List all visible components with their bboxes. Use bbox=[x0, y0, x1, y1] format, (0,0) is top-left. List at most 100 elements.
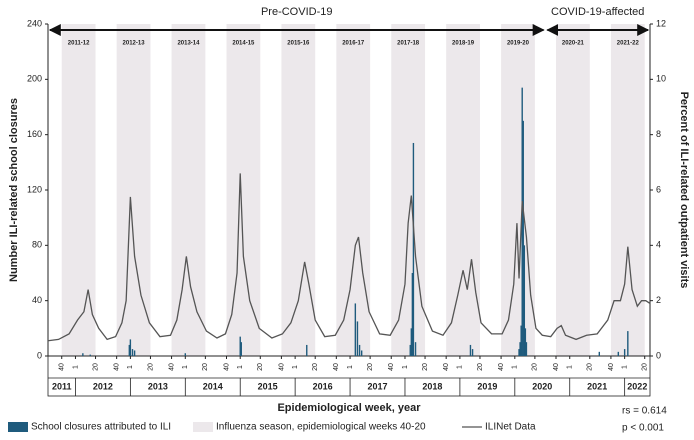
season-label: 2014-15 bbox=[232, 41, 255, 47]
bar bbox=[131, 349, 134, 356]
x-tick-label: 40 bbox=[278, 363, 285, 371]
y2-tick-label: 4 bbox=[656, 240, 661, 250]
x-tick-label: 20 bbox=[312, 363, 319, 371]
season-band bbox=[501, 24, 535, 356]
x-tick-label: 20 bbox=[367, 363, 374, 371]
x-tick-label: 1 bbox=[621, 365, 628, 369]
x-tick-label: 40 bbox=[443, 363, 450, 371]
x-tick-label: 20 bbox=[92, 363, 99, 371]
bar bbox=[525, 342, 528, 356]
x-tick-label: 1 bbox=[127, 365, 134, 369]
y-tick-label: 80 bbox=[32, 240, 42, 250]
x-axis-label: Epidemiological week, year bbox=[277, 402, 421, 414]
x-tick-label: 20 bbox=[587, 363, 594, 371]
bar bbox=[129, 339, 132, 356]
bar bbox=[623, 349, 626, 356]
season-label: 2018-19 bbox=[452, 41, 475, 47]
bar bbox=[617, 351, 620, 356]
season-label: 2015-16 bbox=[287, 41, 310, 47]
bar bbox=[411, 273, 414, 356]
season-label: 2016-17 bbox=[342, 41, 365, 47]
y-tick-label: 120 bbox=[27, 184, 42, 194]
bar bbox=[128, 344, 131, 356]
bar bbox=[627, 331, 629, 356]
bar bbox=[520, 325, 522, 356]
bar bbox=[519, 342, 521, 356]
y2-tick-label: 8 bbox=[656, 129, 661, 139]
bar bbox=[356, 321, 359, 356]
bar bbox=[410, 328, 413, 356]
y2-tick-label: 12 bbox=[656, 18, 666, 28]
bar bbox=[412, 142, 415, 356]
season-band bbox=[281, 24, 316, 356]
x-tick-label: 40 bbox=[608, 363, 615, 371]
x-tick-label: 40 bbox=[168, 363, 175, 371]
x-tick-label: 40 bbox=[388, 363, 395, 371]
period-label: Pre-COVID-19 bbox=[261, 6, 333, 18]
bar bbox=[133, 350, 136, 356]
line bbox=[47, 173, 651, 342]
year-label: 2018 bbox=[422, 381, 442, 391]
x-tick-label: 1 bbox=[72, 365, 79, 369]
bar bbox=[82, 353, 84, 356]
y-tick-label: 40 bbox=[32, 295, 42, 305]
x-tick-label: 20 bbox=[257, 363, 264, 371]
bar bbox=[360, 350, 363, 356]
season-band bbox=[446, 24, 480, 356]
year-label: 2019 bbox=[477, 381, 497, 391]
bar bbox=[354, 303, 357, 356]
y2-tick-label: 10 bbox=[656, 74, 666, 84]
bar bbox=[184, 353, 186, 356]
bar bbox=[240, 342, 242, 356]
bar bbox=[239, 336, 241, 356]
season-label: 2021-22 bbox=[617, 41, 640, 47]
season-band bbox=[336, 24, 371, 356]
y-axis-label: Number ILI-related school closures bbox=[8, 98, 20, 282]
season-label: 2019-20 bbox=[507, 41, 530, 47]
year-label: 2020 bbox=[532, 381, 552, 391]
annotation: p < 0.001 bbox=[622, 423, 664, 434]
bar bbox=[358, 344, 361, 356]
season-band bbox=[171, 24, 206, 356]
bar bbox=[414, 342, 417, 356]
bar bbox=[409, 344, 411, 356]
season-band bbox=[226, 24, 261, 356]
bar bbox=[598, 351, 601, 356]
year-label: 2016 bbox=[313, 381, 333, 391]
x-tick-label: 1 bbox=[237, 365, 244, 369]
bar bbox=[471, 349, 474, 356]
x-tick-label: 20 bbox=[477, 363, 484, 371]
bar bbox=[469, 344, 472, 356]
year-label: 2017 bbox=[368, 381, 388, 391]
x-tick-label: 20 bbox=[202, 363, 209, 371]
season-band bbox=[610, 24, 645, 356]
y-tick-label: 200 bbox=[27, 74, 42, 84]
year-label: 2011 bbox=[52, 381, 72, 391]
legend-label: School closures attributed to ILI bbox=[31, 422, 171, 433]
season-label: 2013-14 bbox=[177, 41, 200, 47]
x-tick-label: 1 bbox=[512, 365, 519, 369]
year-label: 2013 bbox=[148, 381, 168, 391]
x-tick-label: 40 bbox=[59, 363, 66, 371]
y2-tick-label: 6 bbox=[656, 184, 661, 194]
x-tick-label: 20 bbox=[147, 363, 154, 371]
season-label: 2020-21 bbox=[562, 41, 585, 47]
bar bbox=[89, 354, 91, 356]
legend-swatch bbox=[8, 422, 28, 432]
season-band bbox=[556, 24, 590, 356]
year-label: 2015 bbox=[258, 381, 278, 391]
y-tick-label: 160 bbox=[27, 129, 42, 139]
bar bbox=[524, 328, 527, 356]
x-tick-label: 1 bbox=[402, 365, 409, 369]
y2-axis-label: Percent of ILI-related outpatient visits bbox=[678, 92, 690, 289]
x-tick-label: 20 bbox=[422, 363, 429, 371]
year-label: 2012 bbox=[93, 381, 113, 391]
x-tick-label: 40 bbox=[113, 363, 120, 371]
x-tick-label: 40 bbox=[223, 363, 230, 371]
year-label: 2014 bbox=[203, 381, 223, 391]
x-tick-label: 1 bbox=[347, 365, 354, 369]
y2-tick-label: 2 bbox=[656, 295, 661, 305]
season-label: 2011-12 bbox=[68, 41, 90, 47]
season-band bbox=[391, 24, 426, 356]
